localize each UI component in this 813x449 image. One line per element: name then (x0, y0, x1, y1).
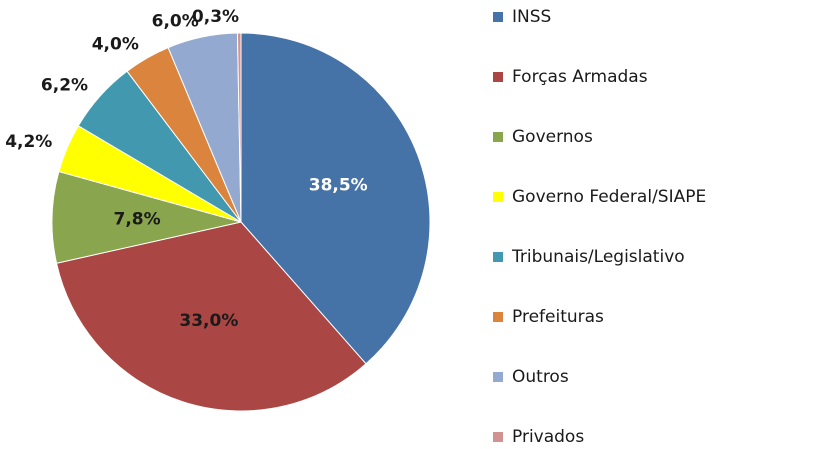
pie-slice (55, 221, 367, 412)
legend-swatch (493, 12, 503, 22)
pie-slice (236, 32, 242, 223)
legend-label: Privados (512, 427, 584, 447)
legend-swatch (493, 72, 503, 82)
legend-label: Governos (512, 127, 593, 147)
legend-label: Forças Armadas (512, 67, 648, 87)
data-label: 33,0% (179, 311, 238, 331)
legend-label: Outros (512, 367, 569, 387)
data-label: 4,2% (5, 132, 52, 152)
pie-slice (51, 170, 242, 264)
legend-swatch (493, 132, 503, 142)
data-label: 0,3% (192, 7, 239, 27)
data-label: 7,8% (114, 209, 161, 229)
legend-swatch (493, 312, 503, 322)
legend-swatch (493, 252, 503, 262)
legend-swatch (493, 432, 503, 442)
data-label: 6,0% (152, 11, 199, 31)
legend-swatch (493, 372, 503, 382)
data-label: 6,2% (41, 75, 88, 95)
legend-label: Prefeituras (512, 307, 604, 327)
legend-label: Tribunais/Legislativo (511, 247, 685, 267)
data-label: 4,0% (92, 34, 139, 54)
pie-slice (240, 32, 431, 365)
legend-swatch (493, 192, 503, 202)
legend-label: Governo Federal/SIAPE (512, 187, 706, 207)
data-label: 38,5% (309, 175, 368, 195)
legend-label: INSS (512, 7, 551, 27)
